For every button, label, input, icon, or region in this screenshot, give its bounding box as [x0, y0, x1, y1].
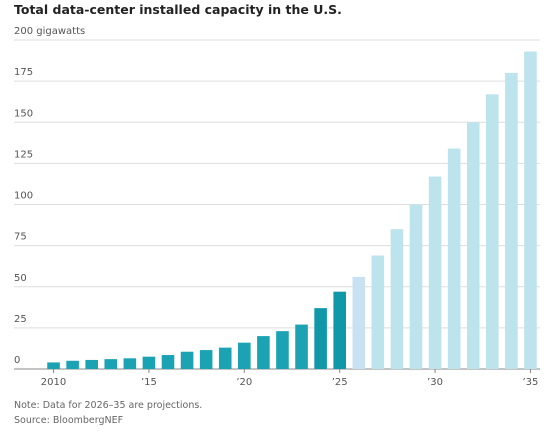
bar — [257, 336, 270, 369]
bar — [447, 148, 461, 369]
source: Source: BloombergNEF — [14, 415, 123, 426]
y-tick-label: 25 — [14, 314, 27, 325]
bar — [371, 255, 385, 369]
bar — [428, 176, 442, 369]
y-tick-label: 200 gigawatts — [14, 26, 85, 37]
bar — [218, 347, 232, 369]
bar — [466, 122, 480, 369]
bar — [104, 359, 118, 369]
bar — [180, 351, 194, 369]
bar — [486, 94, 499, 369]
y-tick-label: 75 — [14, 232, 27, 243]
bar — [85, 359, 98, 369]
bar — [199, 350, 213, 369]
bar — [66, 360, 79, 369]
bar — [390, 229, 404, 369]
x-tick-label: ’25 — [332, 377, 348, 388]
bar — [123, 358, 137, 369]
bar — [314, 308, 327, 369]
x-tick-label: 2010 — [41, 377, 66, 388]
bar — [333, 291, 346, 369]
chart-title: Total data-center installed capacity in … — [14, 2, 342, 17]
y-tick-label: 50 — [14, 273, 27, 284]
bar — [276, 331, 289, 369]
bar — [352, 276, 366, 369]
bar — [142, 356, 156, 369]
bar — [161, 355, 175, 369]
y-tick-label: 150 — [14, 108, 33, 119]
bar — [409, 204, 423, 369]
bar — [505, 72, 518, 370]
bar — [295, 324, 308, 369]
y-tick-label: 175 — [14, 67, 33, 78]
y-tick-label: 0 — [14, 355, 20, 366]
note: Note: Data for 2026–35 are projections. — [14, 400, 202, 411]
y-tick-label: 100 — [14, 191, 33, 202]
y-tick-label: 125 — [14, 149, 33, 160]
bar — [238, 342, 251, 369]
bar — [47, 362, 60, 369]
x-tick-label: ’30 — [427, 377, 443, 388]
bar — [524, 51, 537, 369]
x-tick-label: ’35 — [523, 377, 539, 388]
x-tick-label: ’15 — [141, 377, 157, 388]
x-tick-label: ’20 — [236, 377, 252, 388]
